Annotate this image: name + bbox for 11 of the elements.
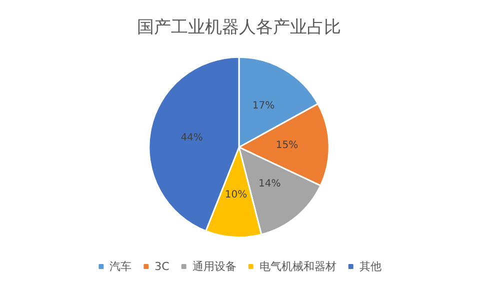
data-label: 14% bbox=[258, 178, 281, 190]
data-label: 44% bbox=[180, 132, 203, 144]
data-label: 17% bbox=[252, 100, 275, 112]
legend-label: 其他 bbox=[359, 260, 382, 273]
legend-label: 3C bbox=[154, 260, 170, 273]
legend-label: 汽车 bbox=[110, 260, 132, 273]
data-label: 10% bbox=[224, 190, 248, 201]
data-label: 15% bbox=[276, 140, 298, 152]
chart-title: 国产工业机器人各产业占比 bbox=[137, 18, 341, 38]
legend-label: 电气机械和器材 bbox=[259, 260, 336, 273]
legend-label: 通用设备 bbox=[192, 260, 236, 273]
